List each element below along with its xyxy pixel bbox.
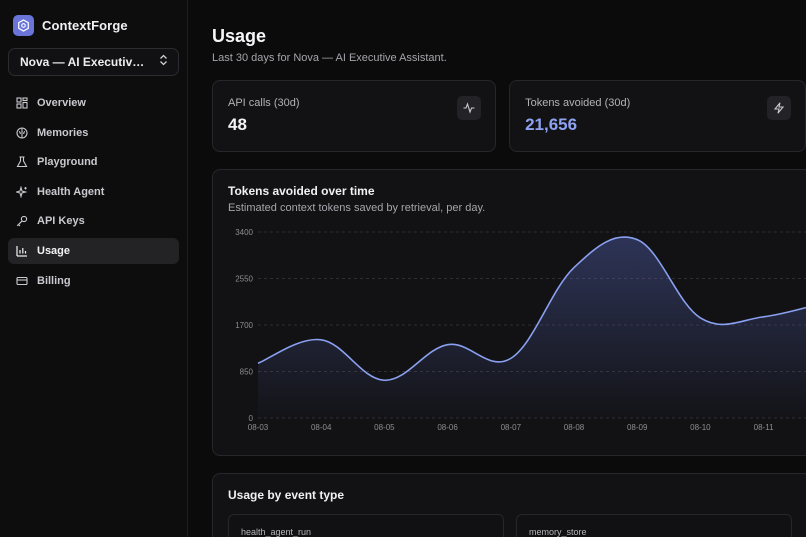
event-usage-card: Usage by event type health_agent_run mem…	[212, 473, 806, 537]
sparkles-icon	[16, 185, 28, 198]
y-tick-label: 3400	[235, 228, 253, 237]
sidebar-item-label: Overview	[37, 97, 86, 109]
x-tick-label: 08-10	[690, 423, 711, 432]
grid-icon	[16, 97, 28, 109]
chevron-up-down-icon	[159, 53, 168, 71]
sidebar-item-api-keys[interactable]: API Keys	[8, 208, 179, 234]
hexagon-logo-icon	[13, 14, 34, 36]
sidebar-item-label: Billing	[37, 274, 71, 287]
credit-card-icon	[16, 275, 28, 287]
tokens-chart-card: Tokens avoided over time Estimated conte…	[212, 169, 806, 456]
event-usage-title: Usage by event type	[228, 488, 345, 502]
sidebar-item-memories[interactable]: Memories	[8, 120, 179, 146]
sidebar-item-label: Health Agent	[37, 185, 105, 198]
area-fill	[258, 237, 806, 418]
event-tiles: health_agent_run memory_store	[228, 514, 806, 537]
stats-row: API calls (30d) 48 Tokens avoided (30d) …	[212, 80, 806, 152]
sidebar-item-playground[interactable]: Playground	[8, 149, 179, 175]
sidebar-item-label: Usage	[37, 244, 71, 257]
agent-selector-value: Nova — AI Executive Assistant	[20, 55, 148, 69]
key-icon	[16, 215, 28, 227]
sidebar-item-billing[interactable]: Billing	[8, 268, 179, 294]
page-subtitle: Last 30 days for Nova — AI Executive Ass…	[212, 52, 447, 64]
event-tile-label: memory_store	[529, 527, 587, 537]
x-tick-label: 08-09	[627, 423, 648, 432]
y-tick-label: 2550	[235, 275, 253, 284]
chart-title: Tokens avoided over time	[228, 184, 375, 198]
sidebar-item-usage[interactable]: Usage	[8, 237, 179, 264]
main-content: Usage Last 30 days for Nova — AI Executi…	[188, 0, 806, 537]
stat-label: Tokens avoided (30d)	[525, 97, 631, 109]
sidebar-nav: Overview Memories Playground	[8, 90, 179, 294]
x-tick-label: 08-08	[564, 423, 585, 432]
zap-icon	[767, 96, 791, 120]
x-tick-label: 08-07	[501, 423, 522, 432]
event-tile-label: health_agent_run	[241, 527, 312, 537]
brain-icon	[16, 127, 28, 139]
flask-icon	[16, 156, 28, 168]
series-line	[257, 236, 806, 382]
brand-name: ContextForge	[42, 17, 128, 33]
sidebar-item-label: API Keys	[37, 215, 85, 228]
y-tick-label: 0	[249, 414, 254, 423]
activity-icon	[457, 96, 482, 120]
x-tick-label: 08-11	[754, 423, 774, 432]
page-title: Usage	[212, 26, 267, 46]
sidebar-item-overview[interactable]: Overview	[8, 90, 179, 116]
bar-chart-icon	[16, 245, 28, 257]
sidebar-item-label: Memories	[37, 126, 89, 139]
event-tile: memory_store	[516, 514, 792, 537]
x-tick-label: 08-05	[374, 423, 395, 432]
sidebar-item-health-agent[interactable]: Health Agent	[8, 179, 179, 205]
stat-value: 48	[228, 115, 247, 134]
x-tick-label: 08-04	[311, 423, 332, 432]
x-tick-label: 08-03	[248, 423, 269, 432]
tokens-area-chart: 0 850 1700 2550 3400 08-03 08-04 08-05 08-06 08-0…	[235, 228, 806, 432]
event-tile: health_agent_run	[228, 514, 504, 537]
sidebar: ContextForge Nova — AI Executive Assista…	[0, 0, 188, 537]
stat-card-tokens-avoided: Tokens avoided (30d) 21,656	[509, 80, 806, 152]
brand[interactable]: ContextForge	[8, 14, 179, 36]
y-tick-label: 1700	[235, 321, 253, 330]
x-tick-label: 08-06	[437, 423, 458, 432]
y-tick-label: 850	[240, 368, 254, 377]
stat-card-api-calls: API calls (30d) 48	[212, 80, 497, 152]
stat-value: 21,656	[525, 115, 578, 134]
stat-label: API calls (30d)	[228, 97, 300, 109]
chart-subtitle: Estimated context tokens saved by retrie…	[228, 202, 486, 214]
agent-selector[interactable]: Nova — AI Executive Assistant	[8, 48, 179, 76]
sidebar-item-label: Playground	[37, 156, 98, 169]
